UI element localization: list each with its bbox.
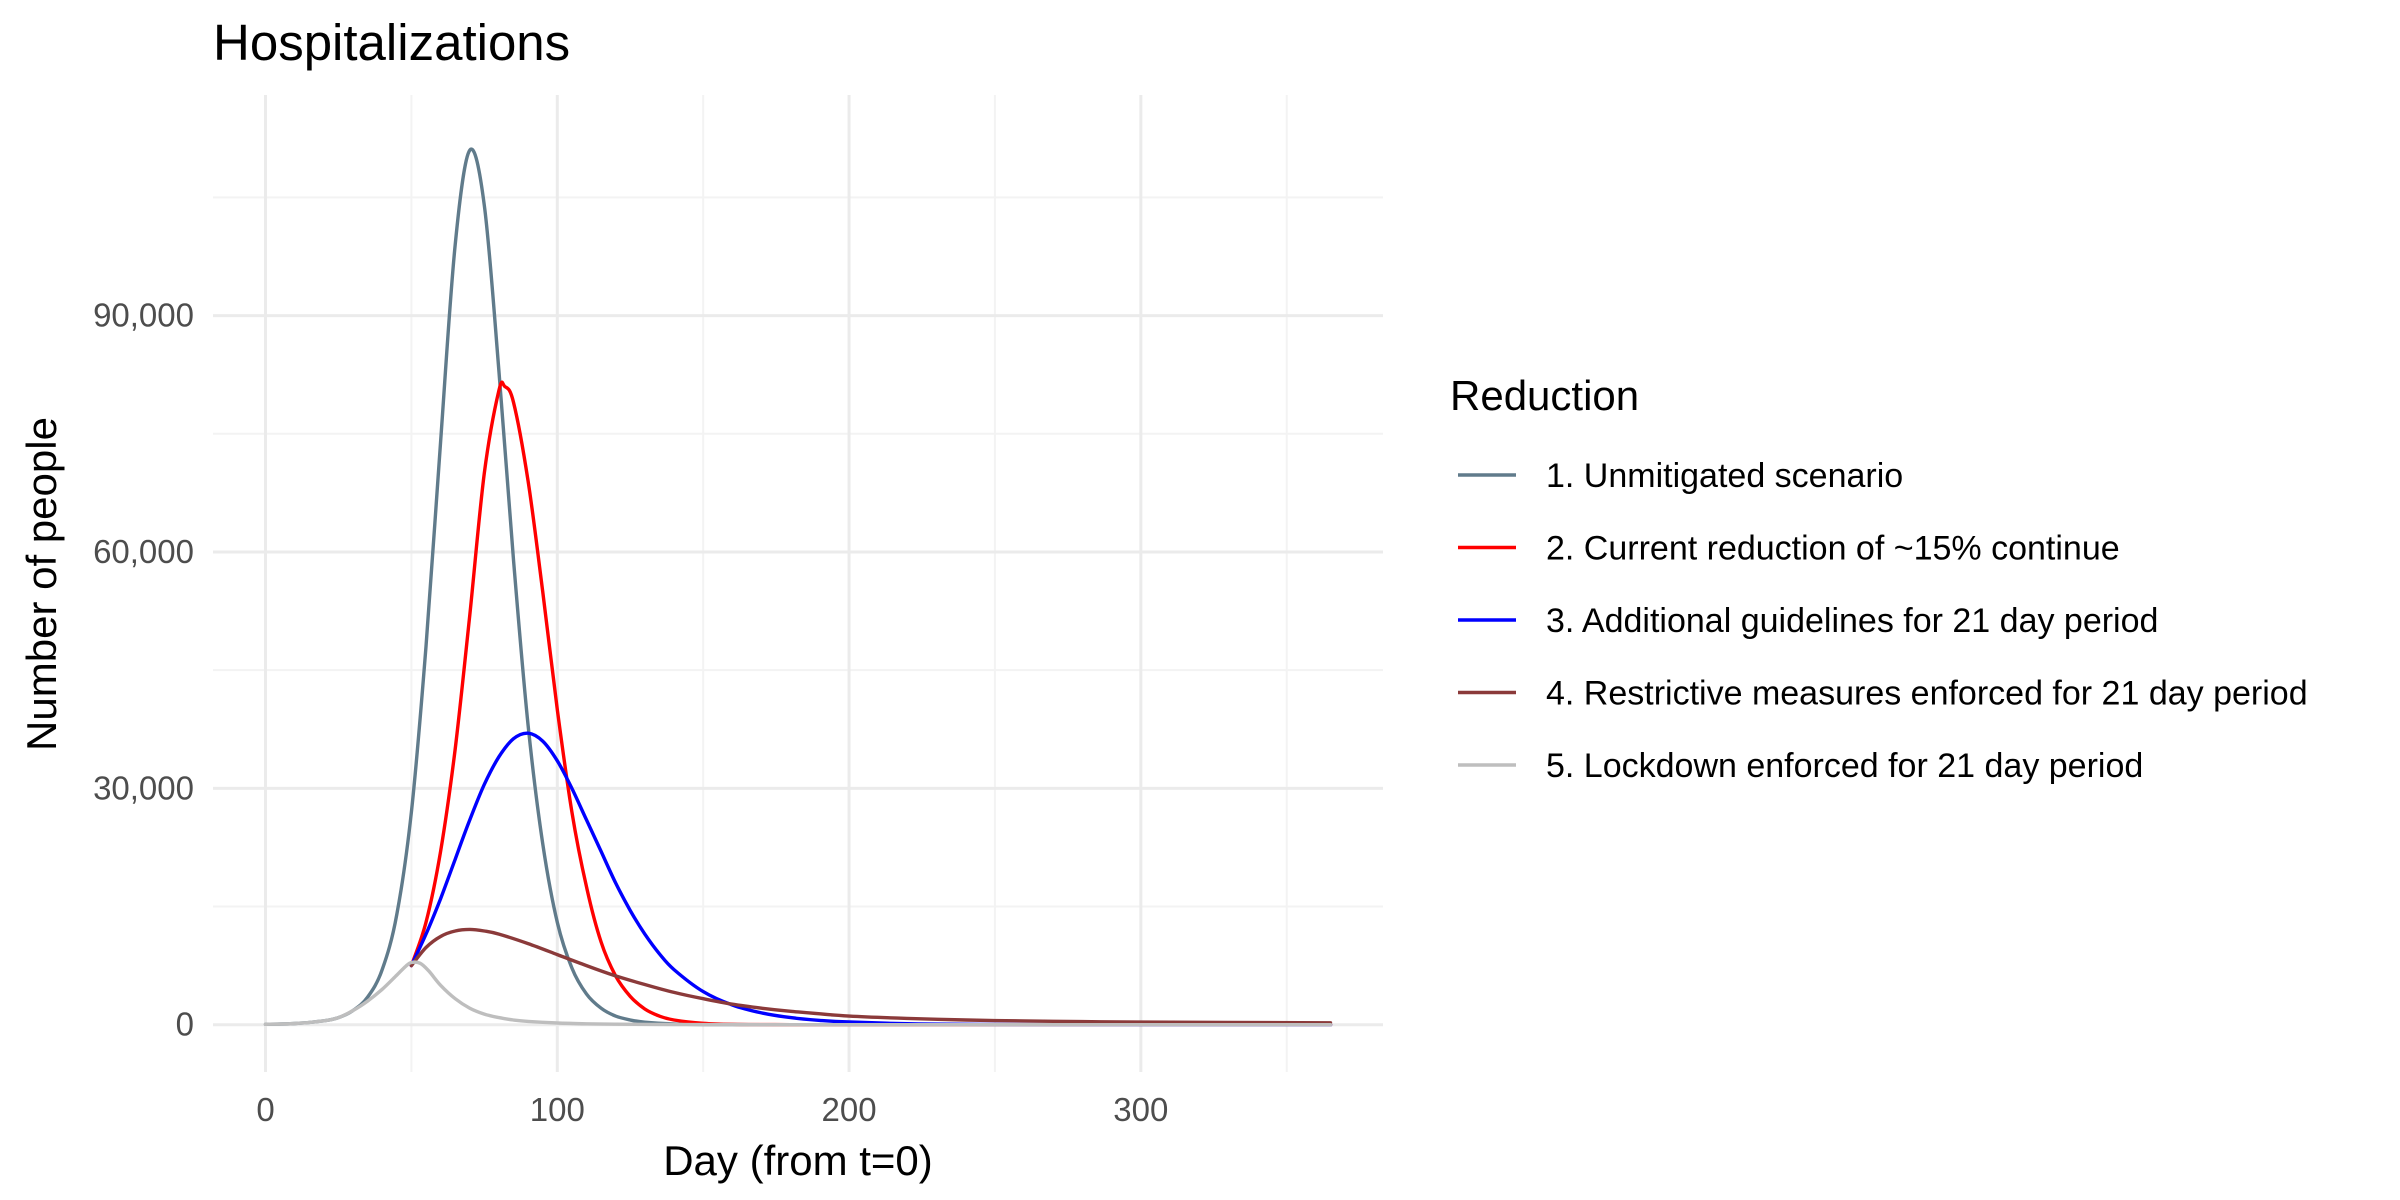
x-tick-label: 300 <box>1113 1091 1168 1128</box>
legend-label-5: 5. Lockdown enforced for 21 day period <box>1546 747 2143 785</box>
x-tick-label: 0 <box>256 1091 274 1128</box>
series-lines <box>263 147 1333 1027</box>
y-tick-label: 0 <box>176 1006 194 1043</box>
y-tick-label: 90,000 <box>93 297 194 334</box>
y-axis-title: Number of people <box>18 417 65 751</box>
legend-title: Reduction <box>1450 372 1639 419</box>
minor-gridlines <box>213 95 1383 1072</box>
legend: Reduction 1. Unmitigated scenario 2. Curr… <box>1450 372 2308 785</box>
x-axis-tick-labels: 0 100 200 300 <box>256 1091 1168 1128</box>
x-axis-title: Day (from t=0) <box>663 1137 933 1184</box>
series-line-5 <box>263 960 1333 1027</box>
x-tick-label: 200 <box>822 1091 877 1128</box>
legend-label-4: 4. Restrictive measures enforced for 21 … <box>1546 675 2308 713</box>
chart-title: Hospitalizations <box>213 14 570 71</box>
series-line-2 <box>409 380 1333 1027</box>
y-tick-label: 30,000 <box>93 769 194 806</box>
major-gridlines <box>213 95 1383 1072</box>
y-axis-tick-labels: 0 30,000 60,000 90,000 <box>93 297 194 1043</box>
y-tick-label: 60,000 <box>93 533 194 570</box>
series-line-1 <box>263 147 1333 1027</box>
legend-items: 1. Unmitigated scenario 2. Current reduct… <box>1458 457 2308 785</box>
x-tick-label: 100 <box>530 1091 585 1128</box>
series-line-4 <box>409 927 1333 1025</box>
legend-label-1: 1. Unmitigated scenario <box>1546 457 1903 495</box>
legend-label-2: 2. Current reduction of ~15% continue <box>1546 530 2120 568</box>
legend-label-3: 3. Additional guidelines for 21 day peri… <box>1546 602 2158 640</box>
